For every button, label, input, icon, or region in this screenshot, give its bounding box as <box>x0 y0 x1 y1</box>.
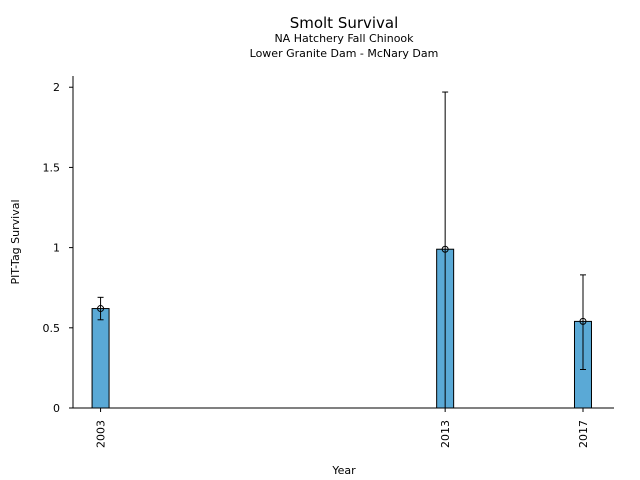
y-tick-label: 2 <box>53 81 60 94</box>
y-tick-label: 1.5 <box>43 161 61 174</box>
y-tick-label: 0 <box>53 402 60 415</box>
x-tick-label: 2013 <box>439 420 452 448</box>
point-2013 <box>441 245 449 253</box>
y-tick-label: 0.5 <box>43 322 61 335</box>
chart-title: Smolt Survival <box>290 14 399 32</box>
point-2017 <box>579 317 587 325</box>
y-axis-ticks: 0 0.5 1 1.5 2 <box>43 81 73 415</box>
x-tick-label: 2017 <box>577 420 590 448</box>
x-tick-label: 2003 <box>95 420 108 448</box>
plot-area <box>91 91 592 409</box>
bar-2003 <box>91 308 110 409</box>
point-2003 <box>97 305 105 313</box>
chart-subtitle-line-2: Lower Granite Dam - McNary Dam <box>250 47 439 60</box>
x-axis-label: Year <box>331 464 356 477</box>
y-axis-label: PIT-Tag Survival <box>9 199 22 284</box>
chart-subtitle-line-1: NA Hatchery Fall Chinook <box>274 32 414 45</box>
y-tick-label: 1 <box>53 242 60 255</box>
x-axis-ticks: 2003 2013 2017 <box>95 408 590 448</box>
